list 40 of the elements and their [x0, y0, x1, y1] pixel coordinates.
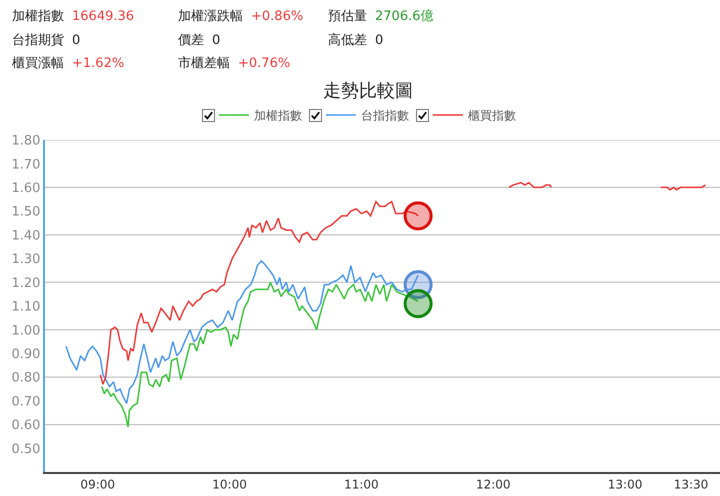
y-tick-label: 1.00	[11, 323, 40, 338]
y-tick-label: 1.70	[11, 157, 40, 172]
text: +0.86%	[251, 9, 304, 24]
x-tick-label: 13:00	[608, 477, 642, 492]
x-tick-label: 12:00	[476, 477, 511, 492]
text: 櫃買漲幅	[12, 56, 64, 71]
legend-label: 櫃買指數	[468, 108, 516, 123]
y-tick-label: 1.80	[11, 134, 40, 149]
y-tick-label: 0.90	[11, 346, 40, 362]
x-tick-label: 11:00	[344, 477, 379, 492]
text: 2706.6億	[375, 9, 434, 24]
text: 台指期貨	[12, 33, 64, 48]
text: 價差	[178, 33, 204, 48]
chart-title: 走勢比較圖	[322, 80, 413, 102]
legend-label: 台指指數	[360, 108, 409, 123]
y-tick-label: 0.70	[11, 394, 40, 410]
y-tick-label: 1.50	[11, 204, 40, 220]
text: 0	[375, 33, 384, 48]
text: 加權漲跌幅	[178, 9, 243, 24]
text: 0	[72, 33, 80, 48]
y-tick-label: 0.60	[11, 418, 40, 434]
text: +0.76%	[238, 56, 290, 71]
x-tick-label: 09:00	[80, 477, 116, 492]
text: +1.62%	[72, 56, 124, 71]
text: 16649.36	[72, 9, 134, 24]
text: 加權指數	[12, 9, 64, 24]
y-tick-label: 0.80	[11, 370, 40, 386]
y-tick-label: 1.40	[11, 228, 40, 244]
y-tick-label: 1.10	[11, 300, 40, 315]
x-tick-label: 10:00	[212, 477, 247, 492]
y-tick-label: 0.50	[11, 442, 40, 457]
text: 0	[212, 33, 220, 48]
y-tick-label: 1.60	[11, 180, 40, 196]
legend-label: 加權指數	[254, 108, 302, 123]
text: 高低差	[328, 33, 367, 48]
x-tick-label: 13:30	[674, 477, 708, 492]
text: 預估量	[328, 9, 367, 24]
y-tick-label: 1.20	[11, 276, 40, 291]
text: 市櫃差幅	[178, 56, 230, 71]
y-tick-label: 1.30	[11, 252, 40, 268]
